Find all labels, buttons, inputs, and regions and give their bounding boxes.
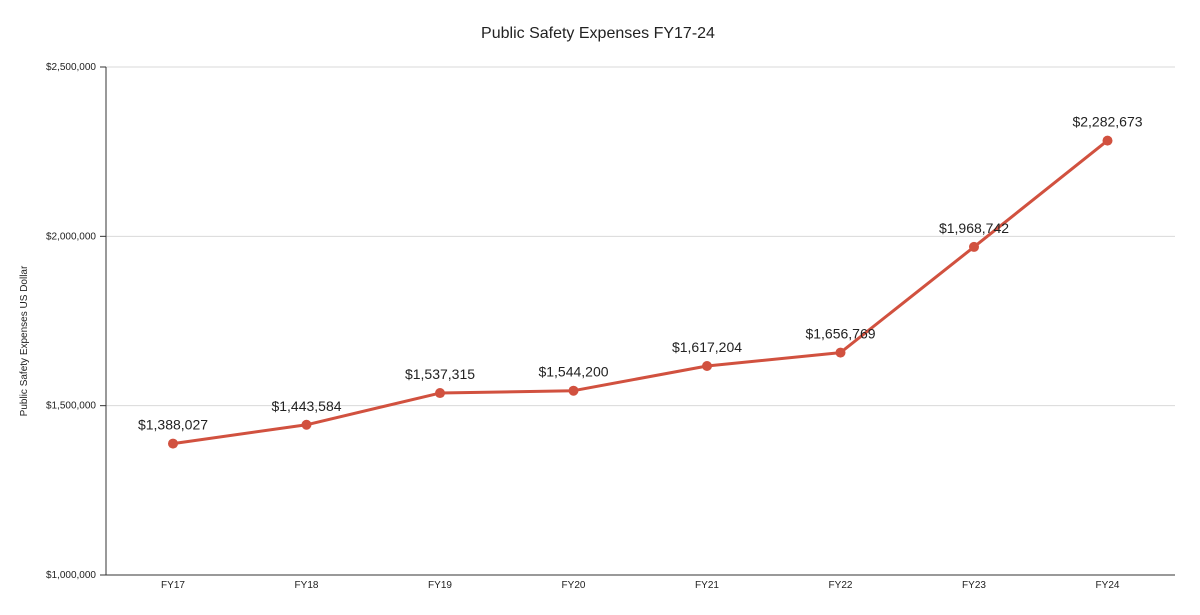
- data-points: [168, 135, 1113, 449]
- y-tick-label: $2,500,000: [46, 62, 96, 73]
- data-label: $1,656,769: [805, 326, 875, 342]
- y-tick-label: $1,500,000: [46, 401, 96, 412]
- gridlines: [106, 66, 1175, 407]
- data-label: $1,544,200: [538, 364, 608, 380]
- y-tick-label: $2,000,000: [46, 231, 96, 242]
- axes: [100, 66, 1175, 576]
- data-label: $1,537,315: [405, 366, 475, 382]
- y-axis-label: Public Safety Expenses US Dollar: [19, 265, 30, 416]
- data-point: [168, 438, 178, 449]
- x-tick-label: FY18: [295, 580, 319, 591]
- data-point: [835, 347, 846, 358]
- data-label: $2,282,673: [1072, 114, 1142, 130]
- data-point: [702, 360, 712, 371]
- series-line: [172, 139, 1109, 446]
- data-label: $1,968,742: [939, 220, 1009, 236]
- data-point: [435, 388, 445, 399]
- x-tick-label: FY17: [161, 580, 185, 591]
- x-tick-label: FY24: [1096, 580, 1120, 591]
- data-point: [301, 419, 312, 430]
- data-labels: $1,388,027 $1,443,584 $1,537,315 $1,544,200…: [138, 114, 1143, 433]
- y-tick-labels: $1,000,000 $1,500,000 $2,000,000 $2,500,000: [46, 62, 96, 581]
- data-label: $1,443,584: [271, 398, 341, 414]
- data-label: $1,617,204: [672, 339, 742, 355]
- chart-title: Public Safety Expenses FY17-24: [481, 25, 715, 42]
- x-tick-label: FY23: [962, 580, 986, 591]
- data-point: [568, 385, 579, 396]
- data-point: [969, 241, 979, 252]
- x-tick-label: FY19: [428, 580, 452, 591]
- data-point: [1102, 135, 1113, 146]
- y-tick-label: $1,000,000: [46, 570, 96, 581]
- x-tick-labels: FY17 FY18 FY19 FY20 FY21 FY22 FY23 FY24: [161, 580, 1120, 591]
- data-label: $1,388,027: [138, 417, 208, 433]
- x-tick-label: FY20: [562, 580, 586, 591]
- x-tick-label: FY22: [829, 580, 853, 591]
- series-line-path: [172, 139, 1109, 446]
- x-tick-label: FY21: [695, 580, 719, 591]
